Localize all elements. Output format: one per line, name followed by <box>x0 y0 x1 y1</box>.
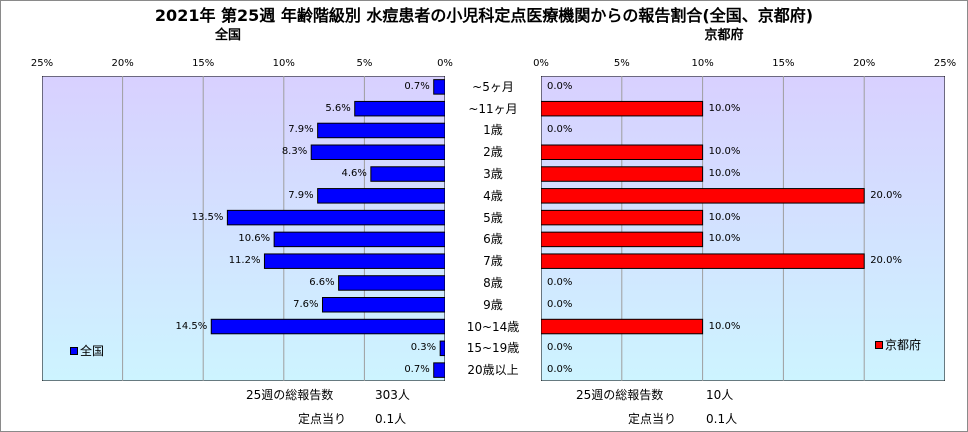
x-tick-label: 10% <box>272 58 295 69</box>
bar-left-5 <box>317 188 445 204</box>
left-legend-label: 全国 <box>80 344 105 358</box>
bar-right-11 <box>541 318 704 335</box>
data-label-right-4: 10.0% <box>708 168 741 180</box>
left-plot-area <box>42 76 445 381</box>
x-tick-label: 20% <box>111 58 134 69</box>
data-label-right-5: 20.0% <box>870 189 902 201</box>
bar-left-1 <box>354 100 445 117</box>
category-label: 8歳 <box>483 275 503 290</box>
category-label: 2歳 <box>483 145 503 160</box>
data-label-left-0: 0.7% <box>404 80 430 92</box>
right-total-label: 25週の総報告数 <box>576 388 664 402</box>
bar-left-11 <box>210 318 445 335</box>
right-legend: 京都府 <box>875 336 921 353</box>
data-label-right-1: 10.0% <box>708 102 741 114</box>
x-tick-label: 5% <box>356 58 373 69</box>
right-plot-area <box>541 76 945 381</box>
bar-right-5 <box>541 188 865 204</box>
data-label-right-12: 0.0% <box>547 342 573 354</box>
plot-background <box>42 76 445 381</box>
x-tick-label: 25% <box>933 58 957 69</box>
left-legend: 全国 <box>70 342 104 359</box>
right-per-value: 0.1人 <box>706 412 738 426</box>
data-label-left-5: 7.9% <box>288 189 314 201</box>
right-legend-label: 京都府 <box>885 338 922 352</box>
data-label-right-8: 20.0% <box>870 255 902 267</box>
bar-right-3 <box>541 144 704 160</box>
data-label-right-10: 0.0% <box>547 298 573 310</box>
data-label-right-13: 0.0% <box>547 364 573 376</box>
category-label: 4歳 <box>483 188 503 203</box>
bar-left-2 <box>317 122 445 139</box>
bar-right-8 <box>541 253 865 269</box>
left-chart-title: 全国 <box>214 28 241 43</box>
x-tick-label: 5% <box>613 58 630 69</box>
bar-right-7 <box>541 231 704 248</box>
bar-right-4 <box>541 166 704 182</box>
data-label-left-7: 10.6% <box>238 233 271 245</box>
data-label-left-1: 5.6% <box>325 102 351 114</box>
data-label-left-11: 14.5% <box>175 320 208 332</box>
category-label: 1歳 <box>483 123 503 138</box>
data-label-right-3: 10.0% <box>708 146 741 158</box>
data-label-right-2: 0.0% <box>547 124 573 136</box>
category-label: 7歳 <box>483 254 503 269</box>
data-label-left-8: 11.2% <box>228 255 261 267</box>
left-total-label: 25週の総報告数 <box>246 388 334 402</box>
bar-left-7 <box>273 231 445 248</box>
data-label-left-10: 7.6% <box>293 298 319 310</box>
data-label-left-13: 0.7% <box>404 364 430 376</box>
category-label: ~5ヶ月 <box>472 79 514 94</box>
bar-left-12 <box>439 340 445 357</box>
x-tick-label: 25% <box>30 58 54 69</box>
category-label: 15~19歳 <box>466 341 520 356</box>
category-label: 6歳 <box>483 232 503 247</box>
data-label-right-0: 0.0% <box>547 80 573 92</box>
bar-right-1 <box>541 100 704 117</box>
category-label: ~11ヶ月 <box>468 101 518 116</box>
bar-left-10 <box>321 297 445 313</box>
data-label-left-9: 6.6% <box>309 276 335 288</box>
bar-left-0 <box>433 79 445 95</box>
left-total-value: 303人 <box>375 388 410 402</box>
data-label-right-6: 10.0% <box>708 211 741 223</box>
data-label-left-3: 8.3% <box>281 146 308 158</box>
bar-left-8 <box>263 253 445 269</box>
x-tick-label: 0% <box>437 58 453 69</box>
data-label-right-9: 0.0% <box>547 276 573 288</box>
bar-left-4 <box>370 166 445 182</box>
x-tick-label: 15% <box>192 58 215 69</box>
left-per-value: 0.1人 <box>375 412 407 426</box>
bar-left-9 <box>338 275 445 291</box>
bar-right-6 <box>541 209 704 226</box>
chart-title: 2021年 第25週 年齢階級別 水痘患者の小児科定点医療機関からの報告割合(全… <box>154 6 814 25</box>
data-label-left-6: 13.5% <box>191 211 224 223</box>
category-label: 9歳 <box>483 297 503 312</box>
category-label: 20歳以上 <box>467 363 519 378</box>
bar-left-13 <box>433 362 445 378</box>
x-tick-label: 10% <box>691 58 714 69</box>
data-label-left-2: 7.9% <box>288 124 314 136</box>
bar-left-6 <box>226 209 445 226</box>
category-label: 3歳 <box>483 167 503 182</box>
data-label-right-11: 10.0% <box>708 320 741 332</box>
data-label-left-12: 0.3% <box>410 342 437 354</box>
category-label: 5歳 <box>483 210 503 225</box>
right-total-value: 10人 <box>706 388 734 402</box>
left-per-label: 定点当り <box>298 412 347 426</box>
right-legend-swatch <box>875 340 883 349</box>
x-tick-label: 20% <box>853 58 876 69</box>
right-chart-title: 京都府 <box>704 28 744 43</box>
category-label: 10~14歳 <box>466 319 520 334</box>
right-per-label: 定点当り <box>628 412 677 426</box>
bar-left-3 <box>310 144 445 160</box>
left-legend-swatch <box>70 346 78 355</box>
x-tick-label: 15% <box>772 58 795 69</box>
x-tick-label: 0% <box>533 58 549 69</box>
data-label-right-7: 10.0% <box>708 233 741 245</box>
data-label-left-4: 4.6% <box>341 168 367 180</box>
